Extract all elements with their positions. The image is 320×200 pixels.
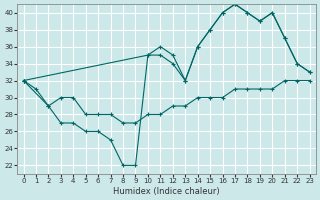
X-axis label: Humidex (Indice chaleur): Humidex (Indice chaleur) xyxy=(113,187,220,196)
